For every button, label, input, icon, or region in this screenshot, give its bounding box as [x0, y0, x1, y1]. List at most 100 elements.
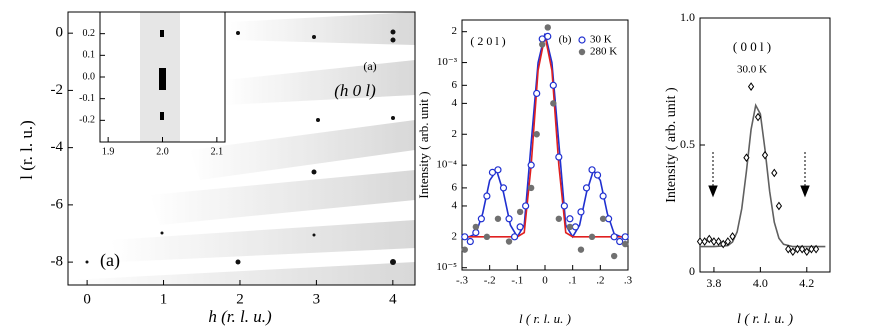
- inset-spots: [159, 30, 166, 120]
- data-point: [461, 233, 469, 241]
- data-point: [729, 232, 736, 241]
- data-point: [599, 192, 607, 200]
- y-tick-label: 10⁻⁴: [436, 159, 457, 171]
- y-tick-label: 2: [452, 128, 458, 140]
- fit-line: [462, 35, 628, 238]
- y-tick-label: -8: [51, 254, 64, 270]
- y-tick-label: 2: [452, 25, 458, 37]
- diffraction-background: [70, 12, 415, 285]
- spot: [160, 30, 164, 37]
- data-point: [549, 81, 557, 89]
- plot-frame: [67, 11, 416, 286]
- spot: [85, 260, 89, 264]
- data-point: [461, 246, 468, 253]
- data-point: [466, 237, 474, 246]
- x-tick-label: 1.9: [102, 146, 115, 157]
- data-point: [527, 161, 535, 169]
- diffraction-streak: [190, 120, 415, 180]
- data-point: [494, 215, 502, 222]
- data-point: [472, 228, 480, 237]
- data-point: [577, 246, 585, 253]
- data-point: [588, 233, 596, 241]
- data-point: [605, 215, 613, 223]
- annotation: (b): [559, 34, 572, 46]
- data-point: [710, 237, 718, 246]
- x-tick-label: 3.8: [706, 276, 721, 290]
- x-tick-label: -.3: [456, 275, 468, 287]
- data-point: [510, 233, 519, 241]
- y-tick-label: -4: [51, 139, 64, 155]
- data-point: [747, 82, 755, 91]
- y-tick-label: -0.1: [79, 93, 95, 104]
- data-point: [754, 112, 762, 122]
- x-tick-label: 4: [389, 291, 397, 307]
- data-point: [588, 166, 596, 174]
- data-point: [706, 234, 713, 244]
- data-point: [610, 233, 618, 241]
- data-point: [789, 247, 796, 257]
- data-point: [516, 208, 524, 216]
- panel: 1.9 2.0 2.1 0.2 0.1 0.0 -0.1 -0.2 (a): [79, 11, 377, 157]
- data-point: [516, 223, 524, 231]
- x-tick-label: 0: [83, 291, 91, 307]
- annotation: (a): [100, 250, 120, 271]
- spot: [312, 35, 316, 39]
- data-point: [616, 237, 624, 246]
- x-tick-label: .1: [569, 275, 577, 287]
- y-tick-label: 1.0: [680, 10, 695, 24]
- x-axis-label: l ( r. l. u. ): [519, 311, 571, 326]
- arrows: [708, 152, 810, 198]
- data-point: [808, 244, 815, 254]
- x-tick-label: 0: [542, 275, 548, 287]
- data-point: [720, 239, 727, 249]
- spot: [312, 233, 316, 237]
- x-tick-label: .3: [624, 275, 633, 287]
- legend-label: 280 K: [590, 46, 617, 58]
- data-point: [483, 192, 491, 200]
- fit-line: [700, 103, 826, 248]
- diffraction-streak: [150, 170, 415, 225]
- y-tick-label: 0.0: [83, 71, 96, 82]
- data-point: [539, 41, 546, 48]
- diffraction-streak: [110, 220, 415, 262]
- data-point: [472, 223, 480, 231]
- y-tick-label: 0.1: [83, 50, 96, 61]
- data-point: [499, 184, 508, 192]
- y-tick-label: 0: [689, 264, 695, 278]
- x-tick-label: .2: [596, 275, 604, 287]
- spot: [390, 37, 396, 43]
- spot: [159, 68, 166, 90]
- legend-marker: [578, 36, 586, 44]
- x-tick-label: -.1: [511, 275, 523, 287]
- y-tick-label: 4: [452, 199, 458, 211]
- spot: [390, 259, 396, 265]
- data-point: [582, 184, 591, 192]
- data-point: [803, 247, 810, 257]
- annotation: ( 2 0 l ): [470, 34, 505, 48]
- data-point: [599, 215, 607, 222]
- panel: -.3 -.2 -.1 0 .1 .2 .3 10⁻⁵ 2 4 6 10⁻⁴ 2 4 6 10⁻³ 2 l ( r…: [416, 19, 633, 326]
- data-point: [555, 215, 563, 222]
- data-point: [799, 244, 806, 254]
- y-tick-label: 0: [56, 25, 64, 41]
- x-tick-label: 4.0: [753, 276, 768, 290]
- data-point: [566, 215, 574, 223]
- spot: [316, 118, 320, 122]
- x-tick-label: -.2: [484, 275, 496, 287]
- diffraction-spots: [85, 29, 396, 265]
- data-point: [555, 153, 563, 161]
- data-point: [761, 150, 769, 160]
- data-point: [560, 202, 568, 210]
- x-tick-label: 2.0: [156, 146, 169, 157]
- y-axis-label: Intensity ( arb. unit ): [664, 87, 679, 203]
- data-point: [533, 131, 540, 138]
- spot: [160, 112, 164, 120]
- y-axis-label: Intensity ( arb. unit ): [416, 91, 431, 198]
- spot: [391, 116, 395, 120]
- data-point: [505, 215, 513, 223]
- spot: [235, 259, 241, 265]
- data-point: [812, 244, 820, 254]
- data-point: [622, 240, 629, 248]
- annotation: (h 0 l): [334, 81, 376, 100]
